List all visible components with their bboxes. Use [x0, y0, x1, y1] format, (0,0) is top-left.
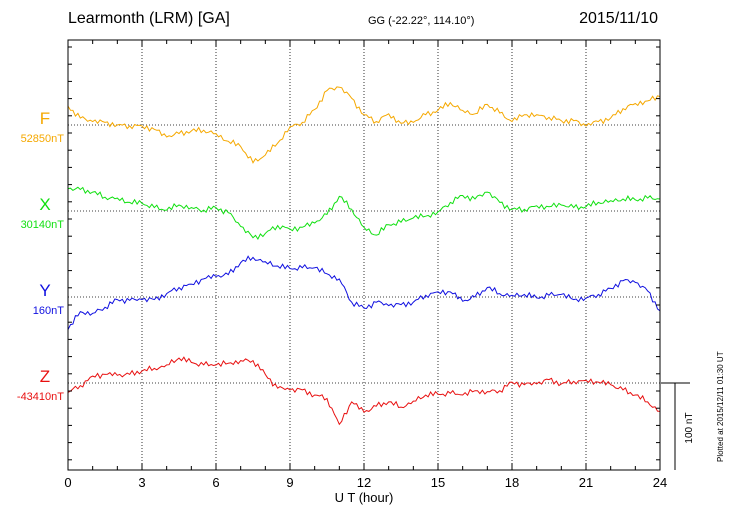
x-tick-label: 21 [579, 475, 593, 490]
series-line-x [67, 186, 661, 240]
channel-labels: F 52850nT X 30140nT Y 160nT Z -43410nT [17, 109, 64, 403]
axis-ticks [67, 40, 661, 470]
series-baseline-y: 160nT [33, 305, 64, 317]
station-title: Learmonth (LRM) [GA] [68, 10, 230, 27]
x-axis-label: U T (hour) [335, 490, 394, 505]
series-baseline-x: 30140nT [21, 219, 65, 231]
scale-bar-label: 100 nT [684, 412, 695, 443]
plot-frame [67, 39, 661, 471]
grid-lines [68, 40, 660, 470]
series-baseline-z: -43410nT [17, 391, 64, 403]
plot-date: 2015/11/10 [579, 10, 658, 27]
x-tick-label: 0 [64, 475, 71, 490]
x-tick-label: 18 [505, 475, 519, 490]
series-baseline-f: 52850nT [21, 133, 65, 145]
trace-lines [67, 86, 661, 426]
x-tick-label: 15 [431, 475, 445, 490]
geographic-coordinates: GG (-22.22°, 114.10°) [368, 15, 475, 27]
series-line-z [67, 356, 661, 426]
series-name-z: Z [40, 367, 50, 386]
x-tick-label: 24 [653, 475, 667, 490]
x-tick-label: 12 [357, 475, 371, 490]
scale-bar: 100 nT [661, 382, 695, 470]
series-name-x: X [39, 195, 50, 214]
series-line-y [67, 255, 661, 330]
series-name-f: F [40, 109, 50, 128]
series-name-y: Y [39, 281, 50, 300]
x-tick-label: 6 [212, 475, 219, 490]
x-tick-label: 3 [138, 475, 145, 490]
x-tick-label: 9 [286, 475, 293, 490]
x-axis: U T (hour) 0 3 6 9 12 15 18 21 24 [64, 475, 667, 505]
series-line-f [67, 86, 661, 164]
